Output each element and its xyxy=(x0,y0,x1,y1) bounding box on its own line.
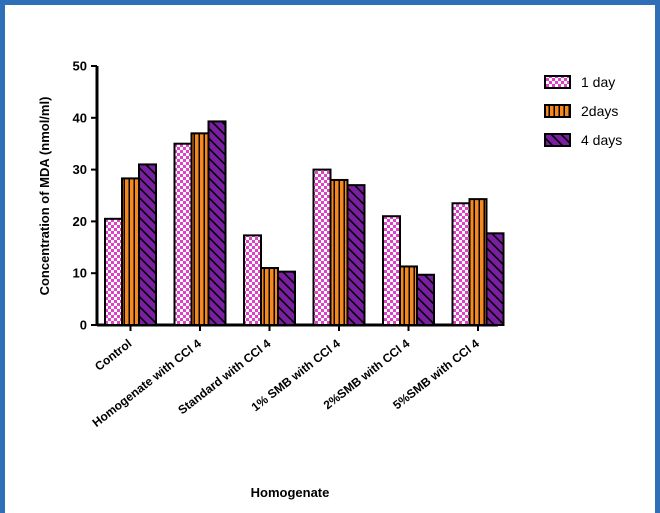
y-tick-label: 20 xyxy=(73,214,87,229)
legend-label: 1 day xyxy=(581,74,615,90)
bar-checker xyxy=(451,202,471,327)
legend-label: 4 days xyxy=(581,132,622,148)
bar-diagonal xyxy=(138,163,157,326)
bar-vertical xyxy=(121,177,140,326)
legend-swatch xyxy=(544,75,571,89)
bars xyxy=(104,120,505,327)
x-tick-label: Control xyxy=(92,336,134,373)
bar-vertical xyxy=(329,178,349,326)
y-tick-label: 30 xyxy=(73,162,87,177)
bar-vertical xyxy=(190,132,210,326)
legend-label: 2days xyxy=(581,103,618,119)
bar-vertical xyxy=(468,198,488,327)
bar-diagonal xyxy=(346,184,366,326)
bar-checker xyxy=(312,168,332,326)
bar-diagonal xyxy=(207,120,227,327)
bar-checker xyxy=(173,142,193,326)
bar-checker xyxy=(104,217,123,326)
bar-diagonal xyxy=(277,270,296,326)
bar-checker xyxy=(382,215,401,326)
axes xyxy=(95,66,498,327)
y-tick-label: 0 xyxy=(80,318,87,333)
bar-vertical xyxy=(260,267,279,326)
y-tick-label: 10 xyxy=(73,266,87,281)
y-axis-label: Concentration of MDA (nmol/ml) xyxy=(37,97,52,296)
legend: 1 day 2days 4 days xyxy=(544,74,622,148)
bar-diagonal xyxy=(485,232,505,326)
legend-swatch xyxy=(544,133,571,147)
y-ticks: 0 10 20 30 40 50 xyxy=(73,59,97,333)
y-tick-label: 50 xyxy=(73,59,87,74)
x-axis-label: Homogenate xyxy=(251,485,330,500)
bar-checker xyxy=(243,234,262,326)
bar-diagonal xyxy=(416,273,435,326)
y-tick-label: 40 xyxy=(73,110,87,125)
legend-swatch xyxy=(544,104,571,118)
bar-vertical xyxy=(399,265,418,327)
